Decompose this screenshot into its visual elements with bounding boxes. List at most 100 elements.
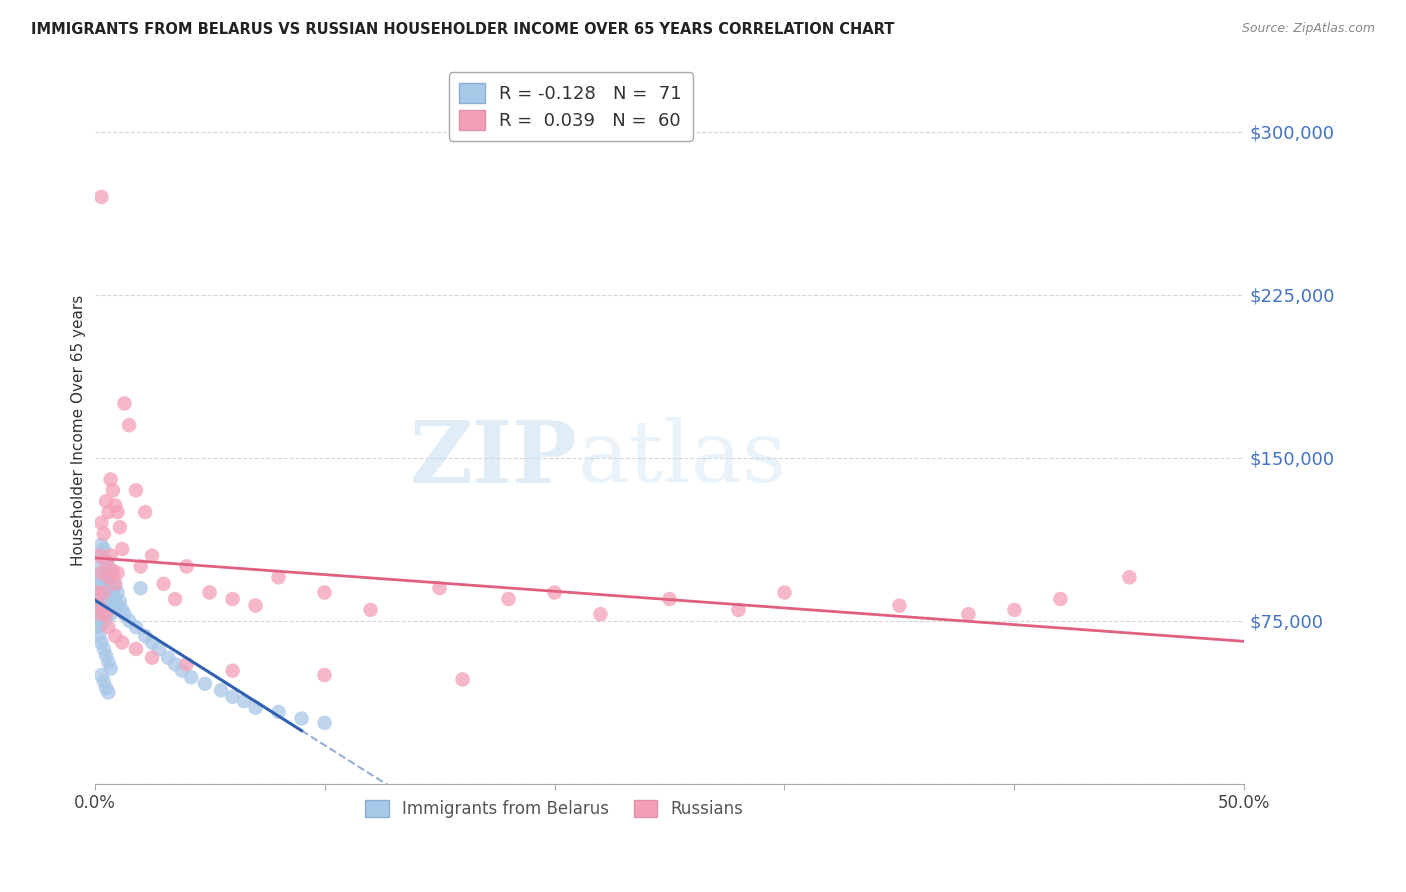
Point bbox=[111, 603, 134, 617]
Point bbox=[90, 603, 112, 617]
Point bbox=[1118, 570, 1140, 584]
Point bbox=[118, 614, 141, 628]
Point bbox=[97, 620, 120, 634]
Point bbox=[267, 705, 290, 719]
Point bbox=[360, 603, 382, 617]
Point bbox=[104, 499, 127, 513]
Point bbox=[93, 542, 115, 557]
Point bbox=[97, 603, 120, 617]
Point bbox=[90, 635, 112, 649]
Point bbox=[498, 592, 520, 607]
Point bbox=[129, 559, 152, 574]
Point bbox=[221, 690, 243, 704]
Point bbox=[93, 585, 115, 599]
Point bbox=[93, 596, 115, 610]
Point bbox=[290, 712, 312, 726]
Point bbox=[101, 483, 124, 498]
Point bbox=[957, 607, 980, 622]
Point bbox=[104, 629, 127, 643]
Point bbox=[86, 576, 108, 591]
Point bbox=[97, 655, 120, 669]
Point bbox=[93, 566, 115, 580]
Point bbox=[245, 700, 267, 714]
Point bbox=[101, 564, 124, 578]
Point bbox=[89, 585, 111, 599]
Point bbox=[100, 581, 122, 595]
Point bbox=[89, 629, 111, 643]
Point bbox=[101, 585, 124, 599]
Point bbox=[141, 635, 163, 649]
Point bbox=[114, 607, 136, 622]
Point bbox=[97, 574, 120, 589]
Point bbox=[94, 648, 117, 663]
Point bbox=[245, 599, 267, 613]
Point bbox=[108, 520, 131, 534]
Point bbox=[108, 594, 131, 608]
Point bbox=[889, 599, 911, 613]
Point bbox=[86, 620, 108, 634]
Point bbox=[89, 549, 111, 563]
Point bbox=[90, 559, 112, 574]
Point bbox=[165, 592, 187, 607]
Point bbox=[267, 570, 290, 584]
Point bbox=[134, 629, 156, 643]
Point bbox=[93, 581, 115, 595]
Point bbox=[90, 516, 112, 530]
Point bbox=[727, 603, 749, 617]
Point bbox=[152, 576, 174, 591]
Point bbox=[111, 635, 134, 649]
Point bbox=[107, 599, 129, 613]
Point bbox=[94, 553, 117, 567]
Point bbox=[90, 574, 112, 589]
Point bbox=[118, 418, 141, 433]
Point bbox=[90, 538, 112, 552]
Point bbox=[209, 683, 232, 698]
Point bbox=[100, 594, 122, 608]
Point bbox=[94, 585, 117, 599]
Point bbox=[86, 585, 108, 599]
Point bbox=[94, 494, 117, 508]
Point bbox=[90, 618, 112, 632]
Point bbox=[86, 607, 108, 622]
Point bbox=[101, 599, 124, 613]
Point bbox=[100, 473, 122, 487]
Point bbox=[221, 664, 243, 678]
Point bbox=[658, 592, 681, 607]
Point bbox=[89, 599, 111, 613]
Text: atlas: atlas bbox=[578, 417, 786, 500]
Point bbox=[93, 674, 115, 689]
Point bbox=[94, 681, 117, 695]
Point bbox=[90, 566, 112, 580]
Point bbox=[90, 607, 112, 622]
Point bbox=[94, 611, 117, 625]
Point bbox=[129, 581, 152, 595]
Point bbox=[111, 542, 134, 557]
Legend: Immigrants from Belarus, Russians: Immigrants from Belarus, Russians bbox=[359, 793, 751, 825]
Point bbox=[1049, 592, 1071, 607]
Point bbox=[89, 549, 111, 563]
Point bbox=[451, 673, 474, 687]
Point bbox=[125, 642, 148, 657]
Point bbox=[94, 555, 117, 569]
Point bbox=[97, 559, 120, 574]
Point bbox=[86, 592, 108, 607]
Point bbox=[89, 614, 111, 628]
Point bbox=[233, 694, 256, 708]
Text: Source: ZipAtlas.com: Source: ZipAtlas.com bbox=[1241, 22, 1375, 36]
Point bbox=[100, 607, 122, 622]
Point bbox=[107, 505, 129, 519]
Point bbox=[170, 664, 193, 678]
Point bbox=[104, 592, 127, 607]
Point bbox=[100, 549, 122, 563]
Text: ZIP: ZIP bbox=[409, 417, 578, 500]
Point bbox=[176, 657, 198, 672]
Point bbox=[314, 585, 336, 599]
Point bbox=[180, 670, 202, 684]
Point bbox=[165, 657, 187, 672]
Point bbox=[198, 585, 221, 599]
Y-axis label: Householder Income Over 65 years: Householder Income Over 65 years bbox=[72, 295, 86, 566]
Point bbox=[90, 190, 112, 204]
Point bbox=[114, 396, 136, 410]
Point bbox=[221, 592, 243, 607]
Point bbox=[543, 585, 565, 599]
